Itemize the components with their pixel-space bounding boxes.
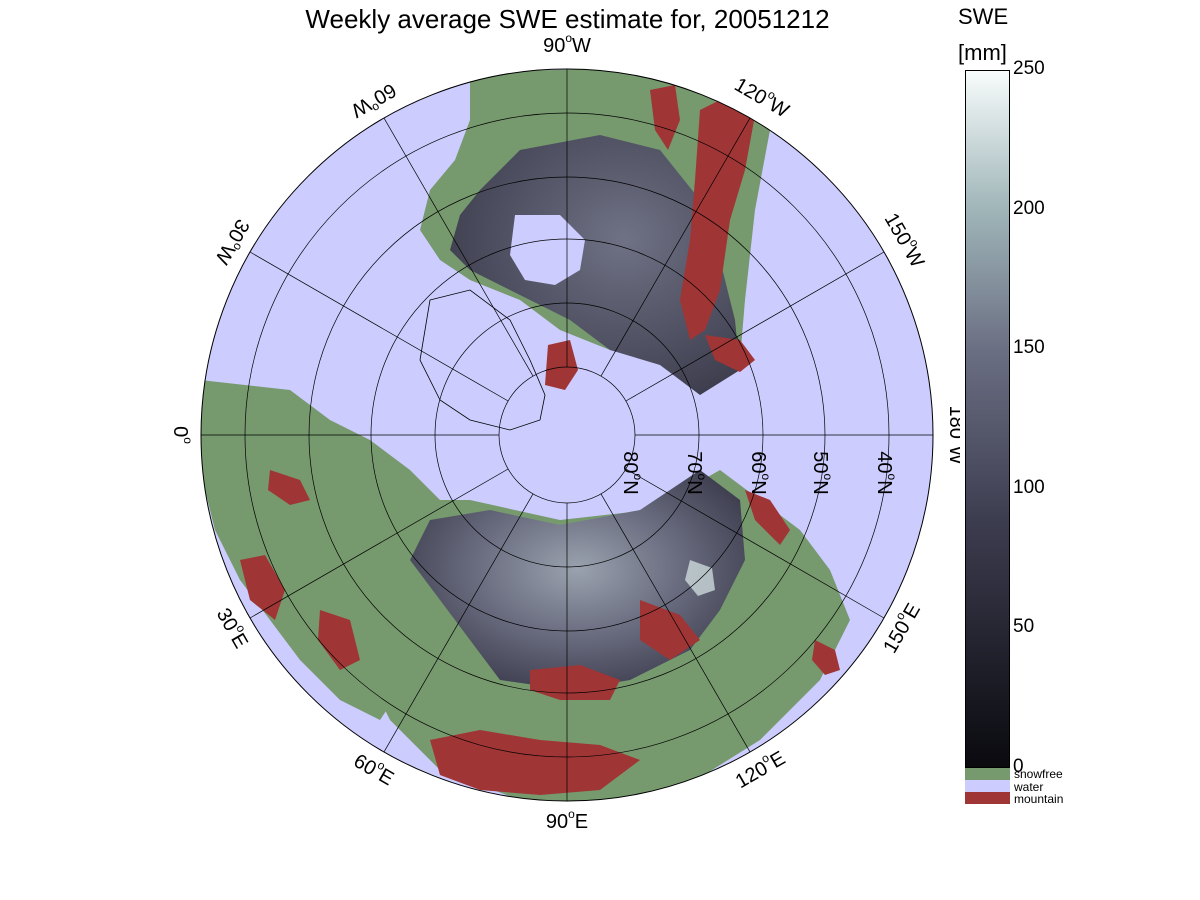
latitude-label: 80oN (619, 451, 645, 494)
kamchatka-mountains (745, 490, 790, 545)
europe-africa-land (201, 380, 470, 720)
water-swatch (965, 780, 1010, 792)
latitude-label: 60oN (747, 451, 773, 494)
meridian-line (249, 251, 509, 402)
map-boundary (200, 68, 934, 802)
caucasus-mountains (318, 610, 360, 670)
longitude-label: 0o (169, 426, 195, 444)
colorbar-gradient (965, 70, 1010, 768)
north-america-snow (450, 135, 740, 395)
coast-mountains (650, 85, 680, 150)
colorbar-units: [mm] (958, 40, 1007, 65)
water-label: water (1014, 780, 1044, 794)
colorbar-tick-label: 250 (1013, 58, 1045, 79)
polar-map: 90oW120oW150oW180oW150oE120oE90oE60oE30o… (169, 31, 960, 833)
rocky-mountains (680, 100, 755, 340)
snowfree-label: snowfree (1014, 767, 1063, 781)
meridian-line (249, 468, 509, 619)
colorbar-tick-label: 100 (1013, 476, 1045, 498)
mountain-label: mountain (1014, 792, 1064, 806)
alps-mountains (268, 470, 310, 505)
longitude-label: 90oW (543, 31, 591, 57)
latitude-labels: 80oN 70oN 60oN 50oN 40oN (619, 451, 899, 494)
colorbar-title: SWE (958, 4, 1009, 29)
meridian-line (600, 493, 751, 753)
meridian-line (383, 493, 534, 753)
japan-mountains (812, 640, 840, 675)
latitude-label: 70oN (683, 451, 709, 494)
meridian-line (625, 251, 885, 402)
atlas-mountains (240, 555, 285, 620)
colorbar-tick-label: 0 (1013, 756, 1024, 777)
siberian-ranges (640, 600, 700, 660)
siberia-bright-spot (685, 560, 715, 596)
snowfree-swatch (965, 768, 1010, 780)
longitude-label: 90oE (546, 807, 588, 833)
meridian-line (600, 117, 751, 377)
figure-title: Weekly average SWE estimate for, 2005121… (305, 4, 830, 34)
land-layer (201, 69, 850, 801)
alaska-mountains (705, 335, 755, 372)
graticule (201, 69, 933, 801)
colorbar-tick-label: 150 (1013, 337, 1045, 359)
himalaya-mountains (430, 730, 640, 795)
mountain-swatch (965, 792, 1010, 804)
hudson-bay (510, 215, 585, 285)
meridian-line (383, 117, 534, 377)
longitude-label: 180oW (945, 406, 960, 465)
latitude-label: 50oN (809, 451, 835, 494)
colorbar-tick-label: 200 (1013, 197, 1045, 219)
baffin-mountains (545, 340, 578, 390)
colorbar-tick-label: 50 (1013, 616, 1035, 638)
meridian-line (625, 468, 885, 619)
latitude-label: 40oN (873, 451, 899, 494)
greenland (419, 289, 546, 431)
